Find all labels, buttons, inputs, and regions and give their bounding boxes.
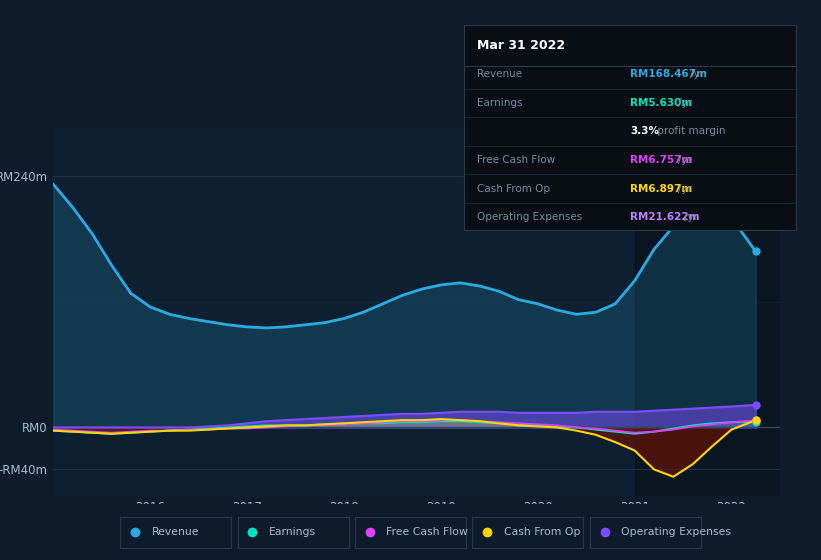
Text: /yr: /yr <box>678 155 692 165</box>
Text: RM168.467m: RM168.467m <box>631 69 707 80</box>
Text: Revenue: Revenue <box>477 69 522 80</box>
Text: RM6.897m: RM6.897m <box>631 184 692 194</box>
Text: /yr: /yr <box>684 212 698 222</box>
Text: Earnings: Earnings <box>477 98 523 108</box>
Text: RM6.757m: RM6.757m <box>631 155 693 165</box>
Text: Earnings: Earnings <box>268 528 316 537</box>
FancyBboxPatch shape <box>120 517 232 548</box>
Text: Free Cash Flow: Free Cash Flow <box>477 155 555 165</box>
Point <box>749 400 762 409</box>
Text: RM21.622m: RM21.622m <box>631 212 699 222</box>
Text: 3.3%: 3.3% <box>631 127 659 137</box>
Point <box>749 416 762 425</box>
Text: Cash From Op: Cash From Op <box>504 528 580 537</box>
Text: Mar 31 2022: Mar 31 2022 <box>477 39 566 52</box>
Text: /yr: /yr <box>678 184 692 194</box>
Point <box>749 416 762 424</box>
Point <box>749 247 762 256</box>
Bar <box>635 129 790 496</box>
Text: Free Cash Flow: Free Cash Flow <box>386 528 468 537</box>
Text: /yr: /yr <box>678 98 692 108</box>
Text: profit margin: profit margin <box>654 127 726 137</box>
Text: /yr: /yr <box>690 69 704 80</box>
FancyBboxPatch shape <box>590 517 701 548</box>
Text: RM5.630m: RM5.630m <box>631 98 692 108</box>
FancyBboxPatch shape <box>355 517 466 548</box>
FancyBboxPatch shape <box>473 517 584 548</box>
Text: Operating Expenses: Operating Expenses <box>621 528 731 537</box>
Text: Cash From Op: Cash From Op <box>477 184 550 194</box>
FancyBboxPatch shape <box>238 517 349 548</box>
Text: Revenue: Revenue <box>151 528 199 537</box>
Point <box>749 417 762 426</box>
Text: Operating Expenses: Operating Expenses <box>477 212 582 222</box>
